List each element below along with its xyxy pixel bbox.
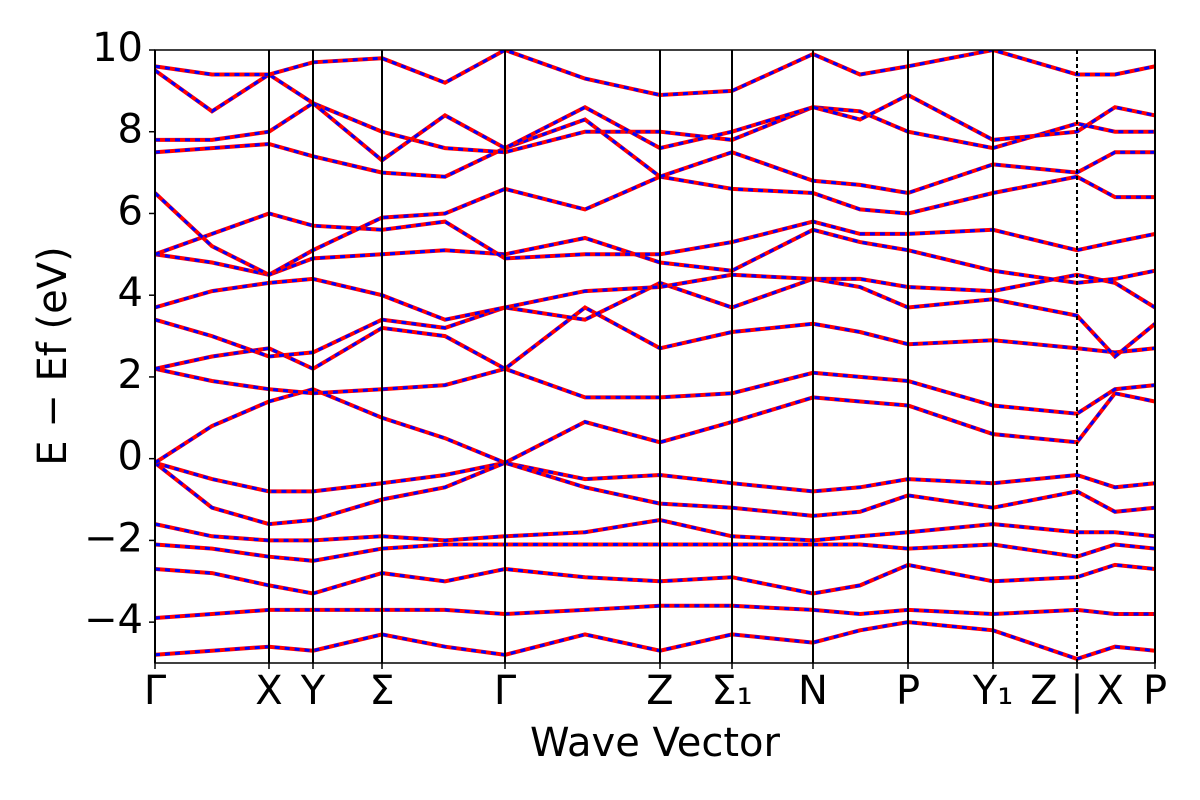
y-tick-label: 2 xyxy=(118,352,143,398)
band-overlay xyxy=(155,228,1155,285)
plot-area xyxy=(155,50,1155,662)
y-tick-label: 6 xyxy=(118,188,143,234)
band-overlay xyxy=(155,50,1155,97)
band-line xyxy=(155,272,1155,322)
band-line xyxy=(155,460,1155,527)
band-line xyxy=(155,305,1155,372)
band-line xyxy=(155,562,1155,596)
y-tick-label: 0 xyxy=(118,434,143,480)
x-axis-label: Wave Vector xyxy=(530,720,781,766)
band-overlay xyxy=(155,542,1155,563)
band-line xyxy=(155,620,1155,662)
plot-frame xyxy=(154,49,1156,664)
y-tick-label: −2 xyxy=(84,515,143,561)
band-line xyxy=(155,68,1155,163)
x-tick-label: N xyxy=(798,668,828,714)
x-tick-label: Z | X xyxy=(1030,668,1124,714)
x-tick-label: Σ xyxy=(369,668,394,714)
band-overlay xyxy=(155,211,1155,260)
y-axis-label: E − Ef (eV) xyxy=(30,246,76,465)
band-line xyxy=(155,50,1155,98)
band-line xyxy=(155,387,1155,465)
band-overlay xyxy=(155,387,1155,465)
band-line xyxy=(155,517,1155,543)
x-tick-label: X xyxy=(255,668,282,714)
x-tick-label: Y xyxy=(300,668,326,714)
band-overlay xyxy=(155,604,1155,620)
x-tick-label: P xyxy=(1143,668,1167,714)
band-overlay xyxy=(155,117,1155,195)
x-tick-label: Z xyxy=(646,668,673,714)
y-tick-label: 8 xyxy=(118,107,143,153)
band-overlay xyxy=(155,620,1155,661)
band-overlay xyxy=(155,273,1155,322)
x-tick-label: Y₁ xyxy=(972,668,1013,714)
y-tick-label: 4 xyxy=(118,270,143,316)
x-tick-label: P xyxy=(896,668,920,714)
band-line xyxy=(155,460,1155,494)
band-overlay xyxy=(155,461,1155,526)
band-line xyxy=(155,211,1155,261)
x-tick-label: Γ xyxy=(144,668,167,714)
band-overlay xyxy=(155,305,1155,371)
band-line xyxy=(155,603,1155,620)
band-overlay xyxy=(155,518,1155,542)
y-tick-label: −4 xyxy=(84,597,143,643)
x-tick-label: Γ xyxy=(494,668,517,714)
y-tick-label: 10 xyxy=(92,25,143,71)
x-tick-label: Σ₁ xyxy=(711,668,752,714)
